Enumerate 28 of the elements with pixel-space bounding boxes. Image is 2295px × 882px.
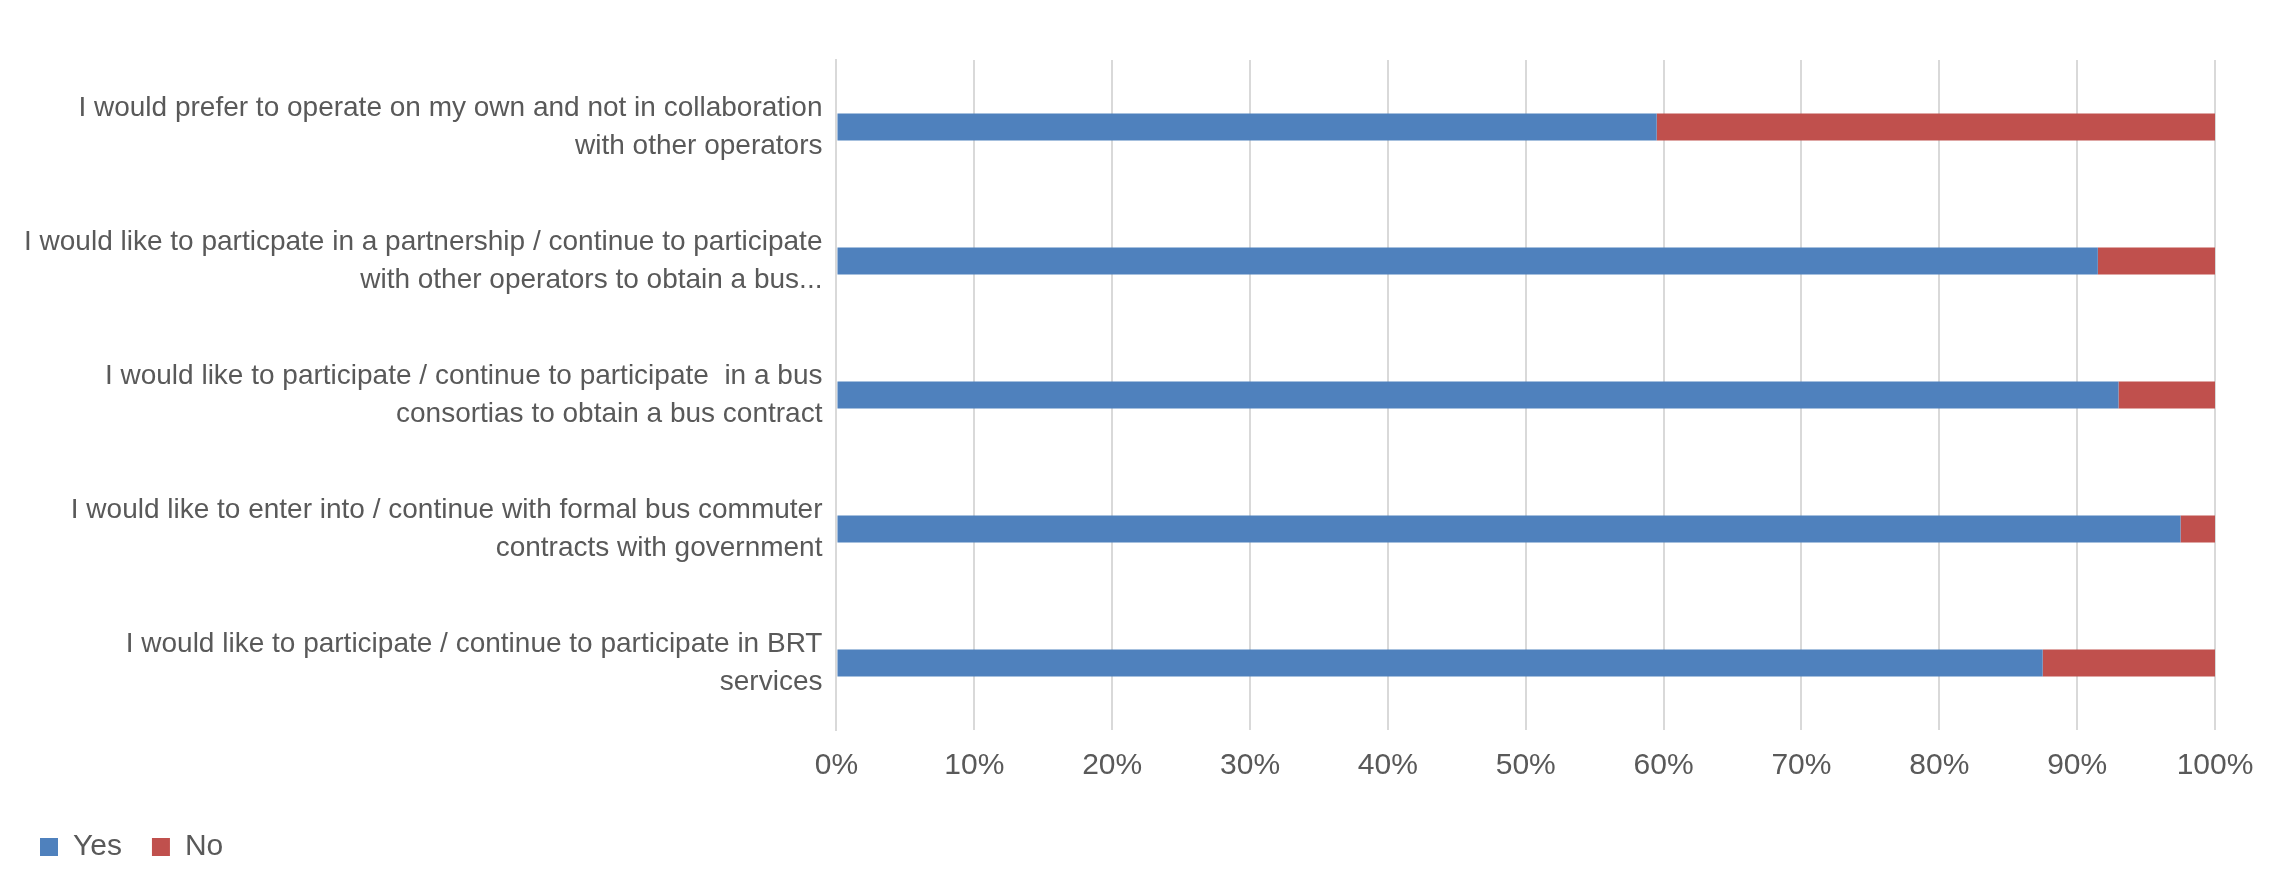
x-tick-label: 100% xyxy=(2176,747,2254,781)
x-tick-label: 50% xyxy=(1495,747,1556,781)
x-tick-label: 70% xyxy=(1771,747,1832,781)
bar xyxy=(2180,515,2215,543)
bar xyxy=(837,113,1657,141)
legend-label: Yes xyxy=(73,828,122,862)
bar xyxy=(2118,381,2215,409)
x-tick-label: 0% xyxy=(814,747,859,781)
x-tick-label: 10% xyxy=(944,747,1005,781)
legend-label: No xyxy=(184,828,224,862)
x-tick-label: 40% xyxy=(1357,747,1418,781)
bar xyxy=(2097,247,2215,275)
y-tick-label: I would like to particpate in a partnership / continue to participate with other operators to obtain a bus... xyxy=(24,224,823,294)
bar xyxy=(837,649,2043,677)
bar xyxy=(837,515,2181,543)
x-tick-label: 30% xyxy=(1220,747,1281,781)
bar xyxy=(1656,113,2215,141)
bar xyxy=(837,247,2098,275)
x-tick-label: 80% xyxy=(1909,747,1970,781)
y-tick-label: I would prefer to operate on my own and not in collaboration with other operators xyxy=(78,90,823,160)
y-tick-label: I would like to participate / continue to participate in BRT services xyxy=(125,626,823,696)
y-tick-label: I would like to enter into / continue with formal bus commuter contracts with government xyxy=(70,492,823,562)
x-tick-label: 90% xyxy=(2047,747,2108,781)
bar xyxy=(2042,649,2215,677)
x-tick-label: 20% xyxy=(1082,747,1143,781)
x-tick-label: 60% xyxy=(1633,747,1694,781)
bar xyxy=(837,381,2119,409)
y-tick-label: I would like to participate / continue to participate in a bus consortias to obtain a bus contract xyxy=(104,358,823,428)
